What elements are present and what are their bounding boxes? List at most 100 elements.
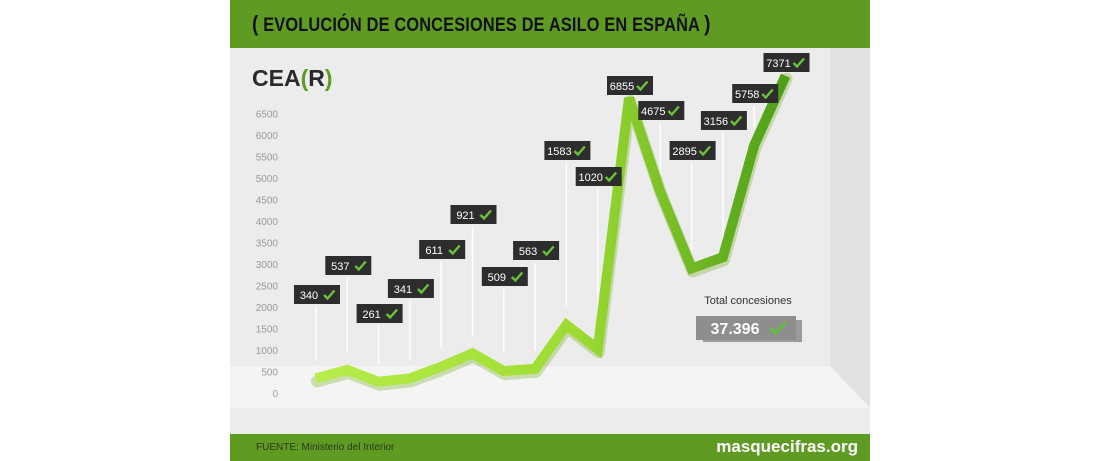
data-label-text: 3156	[704, 116, 728, 128]
data-label-box	[387, 279, 434, 298]
check-icon	[730, 115, 743, 127]
data-label-text: 5758	[735, 89, 759, 101]
data-label-box	[356, 304, 403, 323]
check-icon	[385, 308, 399, 320]
data-label-box	[419, 240, 466, 259]
data-label-text: 509	[488, 272, 506, 284]
y-tick-label: 4000	[256, 217, 279, 228]
data-label: 1020	[575, 167, 622, 186]
series-line-path	[314, 73, 791, 387]
chart-panel: CEA(R) 0 500 1000 1500 2000 2500 3000 3500 4000 4…	[230, 48, 870, 408]
data-label-box	[763, 53, 810, 72]
y-tick-label: 5000	[256, 174, 279, 185]
data-label: 5758	[732, 84, 779, 103]
infographic-card: ( EVOLUCIÓN DE CONCESIONES DE ASILO EN E…	[230, 0, 870, 461]
data-label-box	[638, 101, 685, 120]
total-box: Total concesiones 37.396	[696, 295, 802, 342]
check-icon	[354, 260, 367, 272]
y-tick-label: 0	[272, 389, 278, 400]
check-icon	[604, 171, 618, 183]
data-label-box	[575, 167, 622, 186]
y-axis: 0 500 1000 1500 2000 2500 3000 3500 4000 4500 5000…	[256, 109, 279, 400]
y-tick-label: 2500	[256, 281, 279, 292]
data-label: 1583	[544, 141, 591, 160]
check-icon	[573, 145, 586, 157]
y-tick-label: 1500	[256, 324, 279, 335]
total-check-icon	[768, 320, 788, 336]
data-label: 6855	[607, 76, 653, 95]
data-label: 4675	[638, 101, 685, 120]
data-label-box	[669, 141, 716, 160]
source-text: FUENTE: Ministerio del Interior	[256, 442, 395, 453]
check-icon	[510, 271, 524, 283]
label-guides	[315, 106, 755, 364]
data-label: 563	[513, 241, 560, 260]
data-label-box	[700, 111, 747, 130]
data-label-box	[481, 267, 528, 286]
y-tick-label: 2000	[256, 303, 279, 314]
data-label-text: 1583	[547, 146, 571, 158]
data-label-text: 563	[519, 246, 537, 258]
chart-title: ( EVOLUCIÓN DE CONCESIONES DE ASILO EN E…	[252, 11, 711, 37]
data-label-text: 4675	[641, 106, 665, 118]
data-label-text: 611	[425, 245, 443, 257]
data-label-text: 340	[300, 290, 318, 302]
y-tick-label: 6500	[256, 109, 279, 120]
check-icon	[479, 209, 492, 221]
data-label-box	[294, 285, 340, 304]
check-icon	[792, 57, 805, 69]
data-label-text: 261	[362, 309, 380, 321]
series-line	[311, 72, 793, 391]
data-label-text: 1020	[578, 172, 602, 184]
check-icon	[542, 245, 555, 257]
data-labels: 340 537 261 341 611 921 509 563 1583 1020 6855 4675…	[294, 53, 810, 323]
check-icon	[761, 88, 774, 100]
title-bracket-left: (	[252, 11, 259, 36]
data-label: 7371	[763, 53, 810, 72]
y-tick-label: 3000	[256, 260, 279, 271]
data-label: 921	[450, 205, 497, 224]
data-label-text: 7371	[766, 58, 790, 70]
data-label: 537	[325, 256, 372, 275]
title-bracket-right: )	[704, 11, 711, 36]
data-label: 2895	[669, 141, 716, 160]
site-link[interactable]: masquecifras.org	[716, 437, 858, 456]
footer-bar: FUENTE: Ministerio del Interior masqueci…	[230, 434, 870, 461]
data-label-text: 537	[331, 261, 349, 273]
data-label-box	[325, 256, 372, 275]
y-tick-label: 4500	[256, 195, 279, 206]
data-label: 3156	[700, 111, 747, 130]
data-label-text: 921	[456, 210, 474, 222]
total-label: Total concesiones	[704, 295, 792, 307]
check-icon	[417, 283, 430, 295]
data-label-text: 341	[394, 284, 412, 296]
total-value: 37.396	[711, 321, 760, 338]
y-tick-label: 5500	[256, 152, 279, 163]
data-label-text: 2895	[672, 146, 696, 158]
title-bar: ( EVOLUCIÓN DE CONCESIONES DE ASILO EN E…	[230, 0, 870, 48]
y-tick-label: 500	[261, 367, 278, 378]
data-label: 611	[419, 240, 466, 259]
data-label: 341	[387, 279, 434, 298]
data-label: 340	[294, 285, 340, 304]
data-label-box	[607, 76, 653, 95]
data-label-box	[450, 205, 497, 224]
right-wall	[830, 48, 870, 408]
data-label: 261	[356, 304, 403, 323]
data-label-box	[732, 84, 779, 103]
y-tick-label: 6000	[256, 131, 279, 142]
line-chart: CEA(R) 0 500 1000 1500 2000 2500 3000 3500 4000 4…	[230, 48, 870, 408]
check-icon	[667, 105, 680, 117]
data-label-box	[513, 241, 560, 260]
chart-title-text: EVOLUCIÓN DE CONCESIONES DE ASILO EN ESP…	[263, 15, 700, 36]
data-label-text: 6855	[610, 81, 634, 93]
data-label-box	[544, 141, 591, 160]
data-label: 509	[481, 267, 528, 286]
check-icon	[448, 244, 461, 256]
check-icon	[323, 289, 336, 301]
cear-logo: CEA(R)	[252, 65, 333, 91]
y-tick-label: 1000	[256, 346, 279, 357]
check-icon	[636, 80, 649, 92]
check-icon	[698, 145, 712, 157]
y-tick-label: 3500	[256, 238, 279, 249]
